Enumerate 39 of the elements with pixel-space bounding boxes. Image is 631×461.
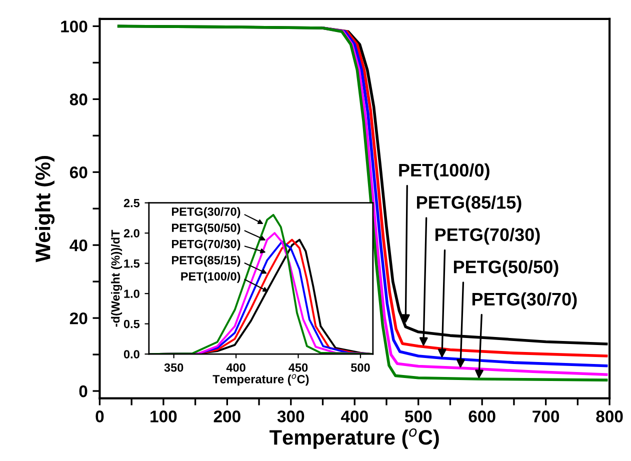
annotation: PET(100/0)	[181, 272, 240, 283]
y-tick-label: 40	[70, 239, 88, 252]
y-tick-label: 80	[70, 94, 88, 106]
annotation: PET(100/0)	[399, 163, 490, 180]
x-tick-label: 400	[226, 363, 246, 372]
y-tick-label: 1.0	[124, 290, 140, 298]
x-tick-label: 800	[596, 410, 623, 422]
y-axis-title: -d(Weight (%))/dT	[111, 230, 122, 327]
y-tick-label: 2.0	[124, 229, 140, 238]
x-tick-label: 0	[96, 410, 104, 422]
x-axis-title: Temperature ($^{o}$C)	[270, 428, 439, 449]
x-tick-label: 100	[150, 410, 177, 422]
x-tick-label: 500	[350, 363, 370, 372]
y-tick-label: 1.5	[124, 259, 140, 268]
x-tick-label: 300	[277, 410, 304, 422]
x-tick-label: 700	[532, 410, 560, 422]
y-tick-label: 60	[70, 166, 88, 178]
annotation: PETG(70/30)	[435, 228, 540, 245]
y-tick-label: 2.5	[124, 198, 140, 208]
y-tick-label: 20	[70, 312, 88, 324]
x-tick-label: 400	[340, 410, 368, 422]
y-tick-label: 0	[79, 385, 88, 398]
x-tick-label: 200	[214, 410, 240, 422]
annotation: PETG(30/70)	[472, 292, 577, 310]
annotation: PETG(85/15)	[417, 196, 522, 212]
annotation: PETG(30/70)	[172, 207, 240, 218]
y-axis-title: Weight (%)	[35, 156, 55, 262]
annotation: PETG(85/15)	[172, 256, 240, 267]
annotation: PETG(70/30)	[172, 240, 240, 251]
annotation: PETG(50/50)	[454, 260, 558, 277]
x-tick-label: 500	[404, 410, 432, 422]
y-tick-label: 0.5	[124, 320, 140, 328]
y-tick-label: 0.0	[124, 350, 140, 358]
annotation: PETG(50/50)	[172, 223, 240, 234]
x-axis-title: Temperature ($^{o}$C)	[212, 374, 309, 386]
x-tick-label: 600	[468, 410, 496, 422]
x-tick-label: 350	[164, 363, 184, 372]
x-tick-label: 450	[288, 363, 308, 372]
y-tick-label: 100	[61, 20, 88, 32]
